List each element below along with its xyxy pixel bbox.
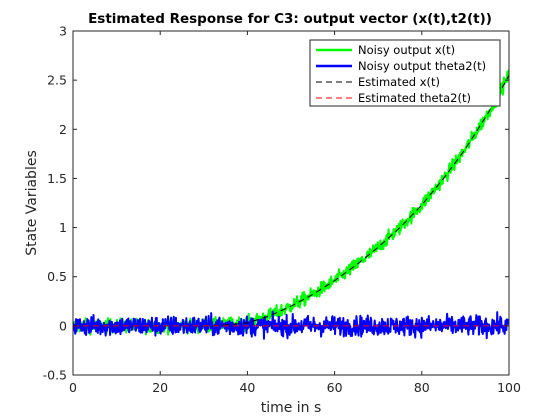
y-tick-label: 2.5 bbox=[47, 73, 67, 88]
legend-label: Estimated theta2(t) bbox=[358, 91, 471, 105]
legend-label: Estimated x(t) bbox=[358, 75, 440, 89]
y-tick-label: 2 bbox=[59, 122, 67, 137]
ticks-layer: 0 20 40 60 80 100-0.500.511.522.53 bbox=[43, 24, 521, 396]
y-axis-label: State Variables bbox=[24, 150, 40, 256]
y-tick-label: 0 bbox=[59, 318, 67, 333]
x-tick-label: 60 bbox=[327, 380, 343, 395]
legend-label: Noisy output x(t) bbox=[358, 43, 455, 57]
x-tick-label: 40 bbox=[239, 380, 255, 395]
y-tick-label: 1.5 bbox=[47, 171, 67, 186]
legend: Noisy output x(t) Noisy output theta2(t) E… bbox=[309, 39, 501, 107]
series-line bbox=[73, 310, 509, 340]
y-tick-label: -0.5 bbox=[43, 368, 67, 383]
x-tick-label: 80 bbox=[414, 380, 430, 395]
legend-label: Noisy output theta2(t) bbox=[358, 59, 486, 73]
series-layer bbox=[73, 69, 509, 340]
axes-box bbox=[72, 30, 510, 376]
y-tick-label: 0.5 bbox=[47, 269, 67, 284]
chart-title: Estimated Response for C3: output vector… bbox=[88, 11, 492, 27]
x-tick-label: 0 bbox=[69, 380, 77, 395]
x-tick-label: 100 bbox=[497, 380, 521, 395]
x-tick-label: 20 bbox=[152, 380, 168, 395]
y-tick-label: 3 bbox=[59, 24, 67, 39]
x-axis-label: time in s bbox=[261, 400, 322, 416]
y-tick-label: 1 bbox=[59, 220, 67, 235]
